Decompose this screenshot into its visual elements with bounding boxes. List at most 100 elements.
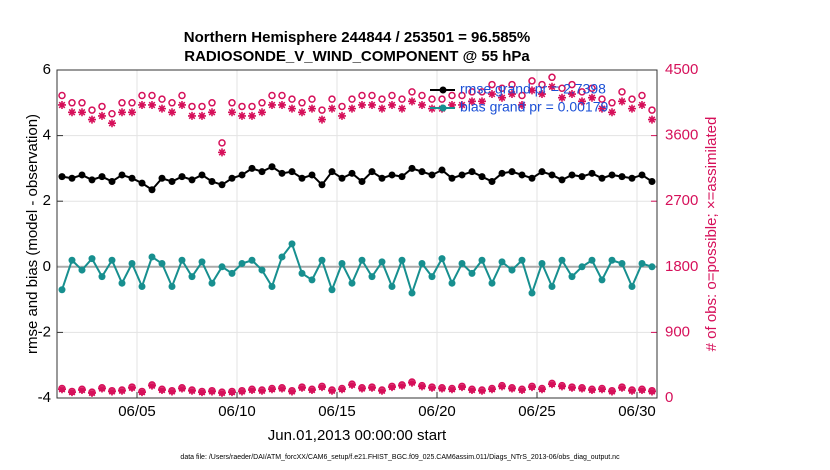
point (138, 100, 146, 109)
point (628, 282, 636, 290)
point (358, 91, 366, 100)
point (418, 260, 426, 268)
point (628, 95, 636, 103)
point (648, 115, 656, 124)
point (238, 387, 246, 396)
point (638, 100, 646, 109)
point (438, 255, 446, 263)
point (68, 388, 76, 397)
point (118, 108, 126, 117)
point (378, 386, 386, 395)
point (198, 258, 206, 266)
point (468, 88, 476, 96)
point (618, 383, 626, 392)
point (578, 97, 586, 106)
point (128, 174, 136, 182)
point (58, 286, 66, 294)
point (188, 102, 196, 111)
point (518, 171, 526, 179)
point (308, 276, 316, 284)
point (558, 382, 566, 391)
y-axis-label: rmse and bias (model - observation) (24, 114, 41, 354)
point (228, 99, 236, 107)
point (508, 384, 516, 393)
point (548, 82, 556, 91)
point (268, 91, 276, 100)
point (108, 387, 116, 396)
plot-frame (56, 69, 658, 399)
point (648, 178, 656, 186)
point (568, 90, 576, 99)
point (208, 99, 216, 107)
point (88, 176, 96, 184)
point (558, 93, 566, 102)
point (568, 383, 576, 392)
point (88, 115, 96, 124)
point (278, 91, 286, 100)
point (408, 289, 416, 297)
point (258, 108, 266, 117)
point (588, 169, 596, 177)
point (388, 282, 396, 290)
point (88, 255, 96, 263)
point (548, 171, 556, 179)
point (158, 260, 166, 268)
point (398, 256, 406, 264)
y2-tick-label: 900 (665, 323, 690, 340)
point (358, 256, 366, 264)
point (308, 104, 316, 113)
x-axis-label: Jun.01,2013 00:00:00 start (268, 427, 447, 444)
y-tick-label: -4 (38, 389, 51, 406)
point (188, 273, 196, 281)
point (288, 168, 296, 176)
point (368, 91, 376, 100)
point (438, 384, 446, 393)
point (538, 80, 546, 89)
point (338, 174, 346, 182)
point (378, 258, 386, 266)
point (58, 91, 66, 100)
point (298, 174, 306, 182)
point (318, 383, 326, 392)
point (438, 95, 446, 103)
y-tick-label: -2 (38, 323, 51, 340)
point (438, 166, 446, 174)
series-line (61, 241, 653, 297)
point (408, 378, 416, 387)
point (548, 380, 556, 389)
point (478, 173, 486, 181)
point (328, 286, 336, 294)
x-tick-label: 06/10 (218, 403, 256, 420)
point (218, 139, 226, 147)
point (138, 388, 146, 397)
point (518, 385, 526, 394)
point (498, 169, 506, 177)
point (58, 385, 66, 394)
point (158, 174, 166, 182)
point (368, 168, 376, 176)
legend-marker (439, 86, 447, 94)
point (458, 100, 466, 109)
point (628, 386, 636, 395)
x-tick-label: 06/30 (618, 403, 656, 420)
point (378, 174, 386, 182)
point (488, 385, 496, 394)
point (398, 381, 406, 390)
point (218, 181, 226, 189)
point (288, 95, 296, 103)
point (338, 260, 346, 268)
point (168, 387, 176, 396)
point (128, 383, 136, 392)
point (378, 95, 386, 103)
point (538, 168, 546, 176)
point (248, 256, 256, 264)
point (278, 253, 286, 261)
point (318, 181, 326, 189)
point (408, 97, 416, 106)
point (98, 102, 106, 111)
point (258, 168, 266, 176)
point (348, 380, 356, 389)
point (578, 173, 586, 181)
point (268, 100, 276, 109)
point (208, 387, 216, 396)
